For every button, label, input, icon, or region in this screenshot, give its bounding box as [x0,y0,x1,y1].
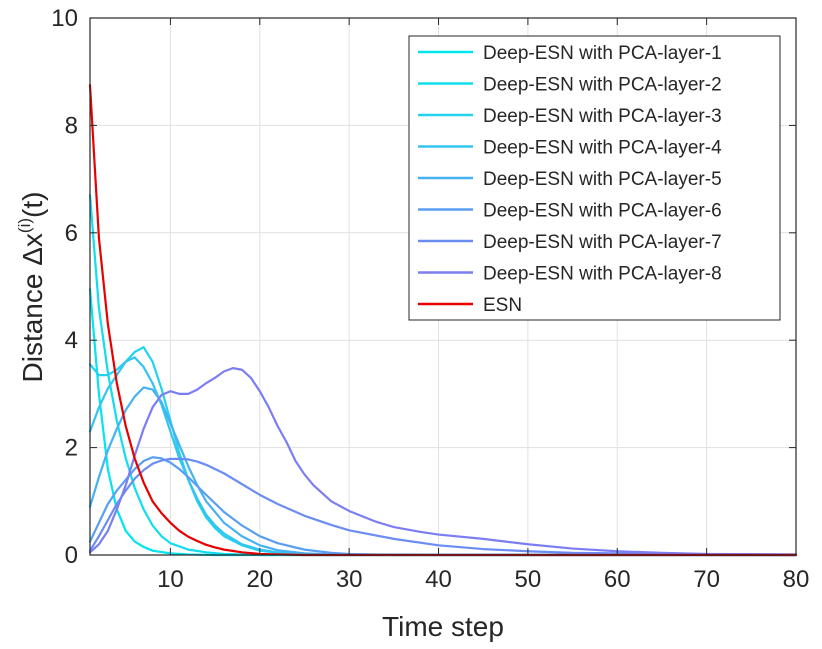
legend-item: Deep-ESN with PCA-layer-1 [418,43,722,64]
axes-box [89,17,797,556]
x-tick-label: 40 [425,566,452,593]
y-tick-label: 8 [65,112,78,139]
series-line-8 [88,367,798,556]
legend-label: Deep-ESN with PCA-layer-1 [483,43,722,64]
legend-label: Deep-ESN with PCA-layer-4 [483,138,722,159]
tick-labels: 10 20 30 40 50 60 70 80 0 2 4 6 8 10 [51,5,809,593]
legend: Deep-ESN with PCA-layer-1 Deep-ESN with P… [408,35,781,321]
legend-item: ESN [418,295,522,316]
y-axis-label: Distance Δx(i)(t) [15,192,48,383]
y-tick-label: 4 [65,327,78,354]
legend-label: Deep-ESN with PCA-layer-3 [483,106,722,127]
y-tick-label: 6 [65,220,78,247]
x-tick-label: 10 [157,566,184,593]
x-tick-label: 50 [515,566,542,593]
series-line-9 [88,84,798,557]
legend-label: Deep-ESN with PCA-layer-7 [483,232,722,253]
legend-label: Deep-ESN with PCA-layer-6 [483,201,722,222]
legend-item: Deep-ESN with PCA-layer-3 [418,106,722,127]
series-line-5 [88,386,798,557]
y-tick-label: 2 [65,435,78,462]
series-line-6 [88,456,798,557]
x-tick-label: 20 [246,566,273,593]
x-tick-label: 30 [336,566,363,593]
ticks [90,17,797,556]
legend-item: Deep-ESN with PCA-layer-7 [418,232,722,253]
x-tick-label: 80 [783,566,810,593]
legend-item: Deep-ESN with PCA-layer-6 [418,201,722,222]
series-line-7 [88,457,798,556]
legend-item: Deep-ESN with PCA-layer-8 [418,264,722,285]
legend-items: Deep-ESN with PCA-layer-1 Deep-ESN with P… [418,43,722,316]
legend-label: Deep-ESN with PCA-layer-8 [483,264,722,285]
x-tick-label: 70 [693,566,720,593]
legend-item: Deep-ESN with PCA-layer-2 [418,75,722,96]
legend-item: Deep-ESN with PCA-layer-4 [418,138,722,159]
series-group [88,84,798,557]
y-tick-label: 10 [51,5,78,32]
legend-label: Deep-ESN with PCA-layer-5 [483,169,722,190]
y-tick-label: 0 [65,542,78,569]
x-axis-label: Time step [382,611,504,642]
legend-item: Deep-ESN with PCA-layer-5 [418,169,722,190]
legend-label: Deep-ESN with PCA-layer-2 [483,75,722,96]
x-tick-label: 60 [604,566,631,593]
legend-label: ESN [483,295,522,316]
